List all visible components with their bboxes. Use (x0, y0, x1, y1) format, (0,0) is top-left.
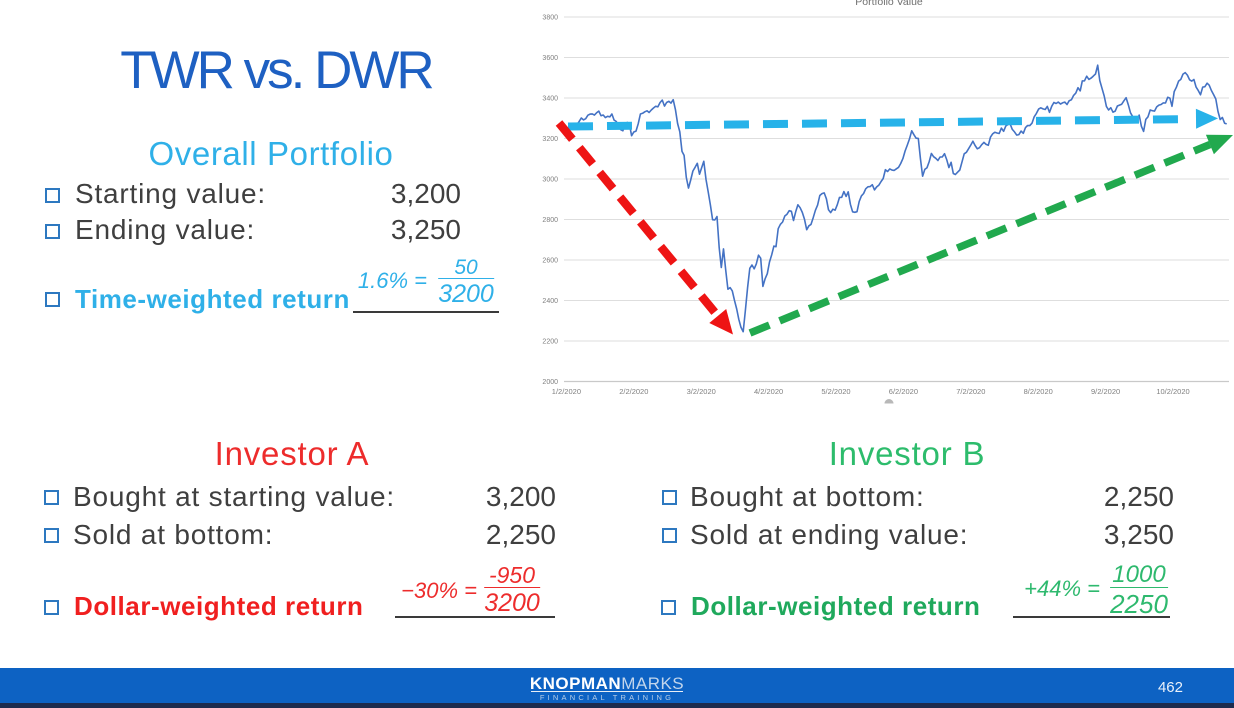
svg-text:2800: 2800 (542, 217, 558, 224)
svg-text:2/2/2020: 2/2/2020 (619, 387, 648, 396)
svg-text:3/2/2020: 3/2/2020 (687, 387, 716, 396)
svg-text:3000: 3000 (542, 177, 558, 184)
svg-text:5/2/2020: 5/2/2020 (821, 387, 850, 396)
svg-text:2600: 2600 (542, 258, 558, 265)
svg-text:9/2/2020: 9/2/2020 (1091, 387, 1120, 396)
svg-text:3600: 3600 (542, 55, 558, 62)
svg-text:3800: 3800 (542, 15, 558, 22)
svg-text:4/2/2020: 4/2/2020 (754, 387, 783, 396)
svg-text:3400: 3400 (542, 96, 558, 103)
svg-text:6/2/2020: 6/2/2020 (889, 387, 918, 396)
svg-text:7/2/2020: 7/2/2020 (956, 387, 985, 396)
svg-text:10/2/2020: 10/2/2020 (1156, 387, 1189, 396)
svg-text:3200: 3200 (542, 136, 558, 143)
svg-text:8/2/2020: 8/2/2020 (1024, 387, 1053, 396)
svg-text:2400: 2400 (542, 298, 558, 305)
svg-text:1/2/2020: 1/2/2020 (552, 387, 581, 396)
svg-text:2000: 2000 (542, 379, 558, 386)
svg-text:Portfolio Value: Portfolio Value (855, 0, 923, 8)
svg-text:2200: 2200 (542, 339, 558, 346)
